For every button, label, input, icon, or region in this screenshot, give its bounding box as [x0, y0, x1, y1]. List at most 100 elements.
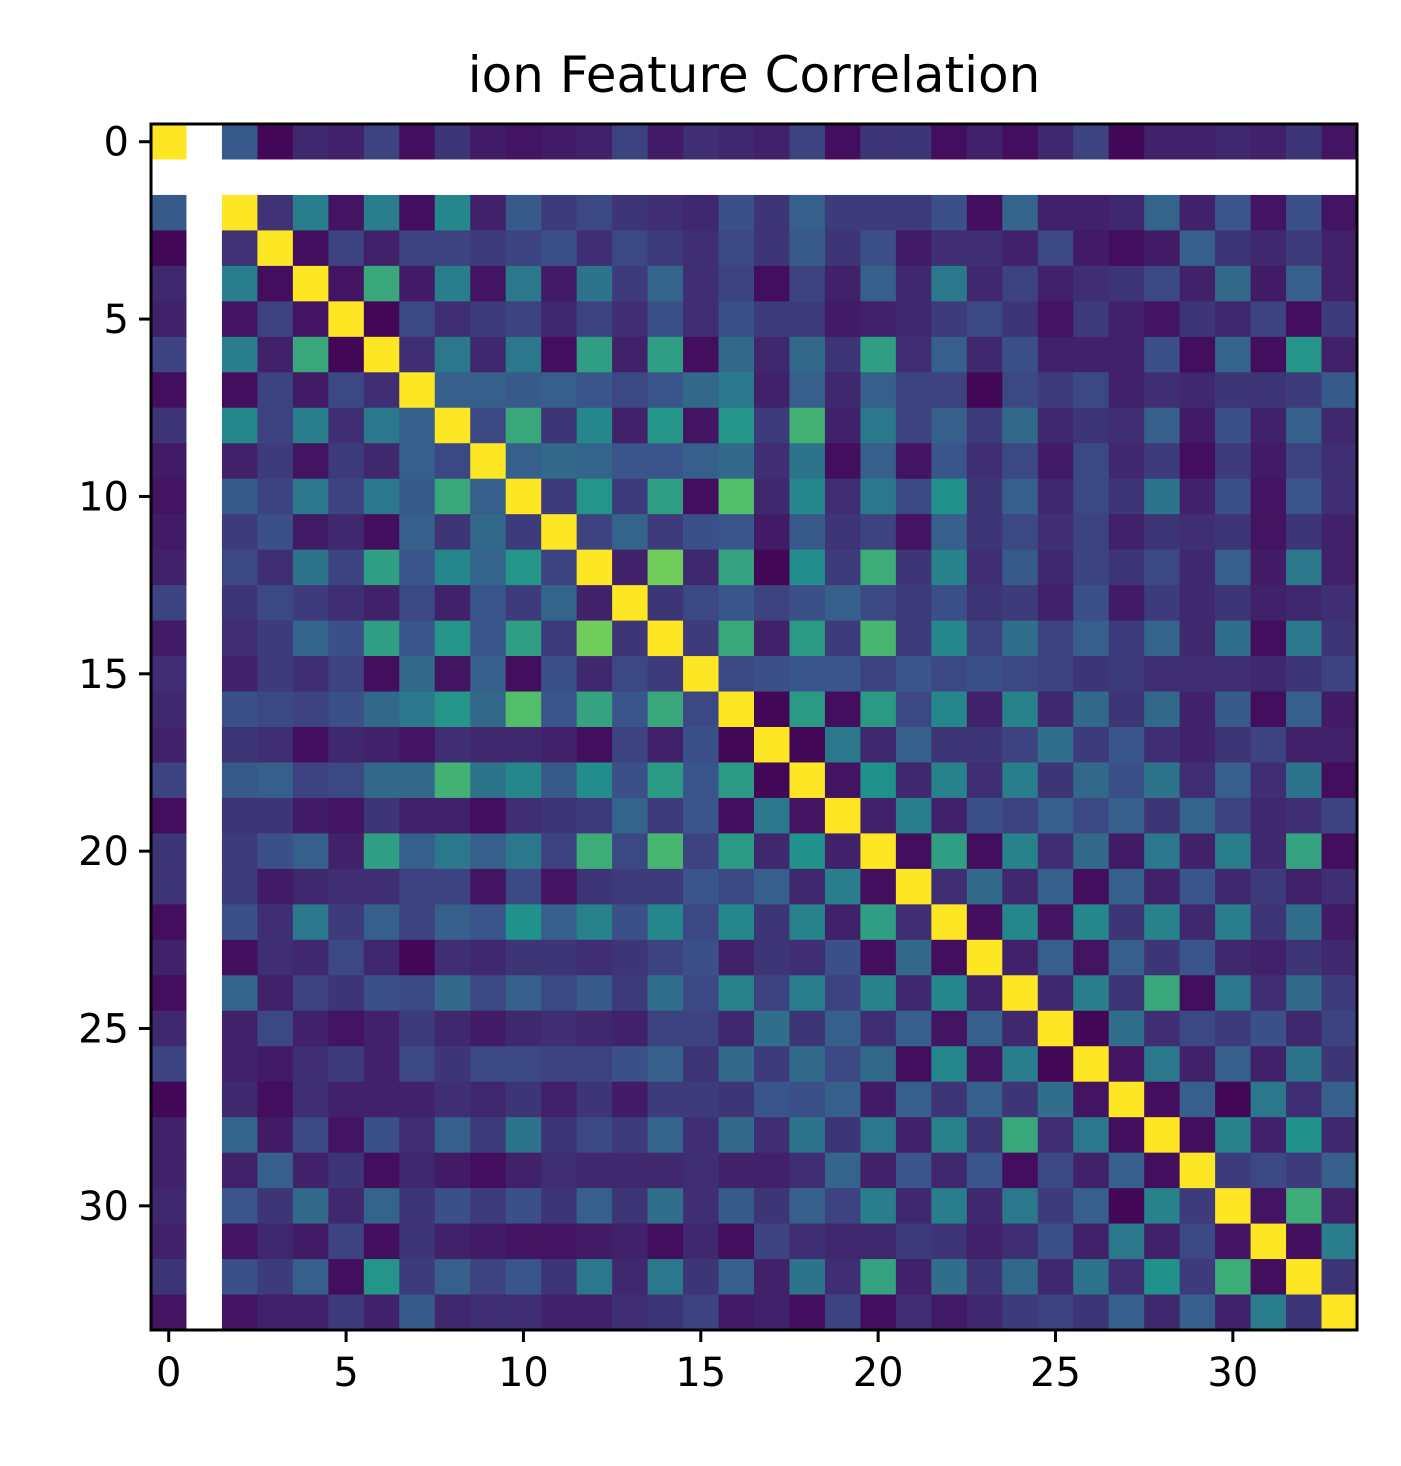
heatmap-cell: [1179, 1294, 1216, 1331]
heatmap-cell: [292, 1081, 329, 1118]
heatmap-cell: [151, 1117, 188, 1154]
heatmap-cell: [292, 514, 329, 551]
heatmap-cell: [292, 372, 329, 409]
heatmap-cell: [612, 868, 649, 905]
heatmap-cell: [221, 1081, 259, 1118]
heatmap-cell: [1286, 975, 1323, 1012]
heatmap-cell: [789, 656, 826, 693]
heatmap-cell: [1179, 797, 1216, 835]
heatmap-cell: [789, 904, 826, 941]
heatmap-cell: [789, 1046, 826, 1083]
heatmap-cell: [1037, 1259, 1074, 1296]
heatmap-cell: [1073, 1223, 1110, 1260]
heatmap-cell: [399, 620, 436, 657]
heatmap-cell: [1002, 939, 1039, 976]
heatmap-cell: [860, 1223, 897, 1260]
heatmap-cell: [895, 159, 932, 196]
heatmap-cell: [1179, 762, 1216, 799]
heatmap-cell: [470, 1223, 507, 1260]
heatmap-cell: [221, 230, 259, 267]
heatmap-cell: [1108, 1081, 1145, 1118]
heatmap-cell: [647, 1188, 684, 1225]
heatmap-cell: [612, 336, 649, 373]
heatmap-cell: [1144, 833, 1181, 870]
heatmap-cell: [399, 443, 436, 480]
heatmap-cell: [541, 585, 578, 622]
heatmap-cell: [221, 762, 259, 799]
heatmap-cell: [966, 1223, 1003, 1260]
heatmap-cell: [221, 691, 259, 728]
heatmap-cell: [1286, 1117, 1323, 1154]
heatmap-cell: [718, 585, 755, 622]
heatmap-cell: [541, 407, 578, 444]
heatmap-cell: [1215, 727, 1252, 764]
heatmap-cell: [186, 939, 223, 976]
heatmap-cell: [1286, 868, 1323, 905]
heatmap-cell: [363, 301, 400, 338]
heatmap-cell: [363, 868, 400, 905]
heatmap-cell: [151, 407, 188, 444]
heatmap-cell: [612, 1294, 649, 1331]
heatmap-cell: [1250, 939, 1287, 976]
heatmap-cell: [1108, 620, 1145, 657]
heatmap-cell: [1108, 514, 1145, 551]
heatmap-cell: [186, 124, 223, 161]
heatmap-cell: [470, 691, 507, 728]
heatmap-cell: [683, 975, 720, 1012]
heatmap-cell: [151, 620, 188, 657]
heatmap-cell: [683, 159, 720, 196]
heatmap-cell: [1037, 868, 1074, 905]
heatmap-cell: [1002, 1294, 1039, 1331]
heatmap-cell: [931, 1046, 968, 1083]
heatmap-cell: [895, 549, 932, 586]
heatmap-cell: [754, 1117, 791, 1154]
heatmap-cell: [824, 797, 862, 835]
heatmap-cell: [1108, 478, 1145, 515]
heatmap-cell: [647, 727, 684, 764]
heatmap-cell: [1286, 159, 1323, 196]
heatmap-cell: [683, 1259, 720, 1296]
heatmap-cell: [683, 939, 720, 976]
heatmap-cell: [470, 336, 507, 373]
heatmap-cell: [363, 620, 400, 657]
heatmap-cell: [328, 1188, 365, 1225]
heatmap-cell: [754, 478, 791, 515]
heatmap-cell: [434, 1046, 471, 1083]
heatmap-cell: [292, 833, 329, 870]
heatmap-cell: [612, 1117, 649, 1154]
heatmap-cell: [647, 1152, 684, 1189]
heatmap-cell: [434, 585, 471, 622]
heatmap-cell: [576, 939, 613, 976]
heatmap-cell: [470, 443, 507, 480]
heatmap-cell: [1286, 1294, 1323, 1331]
heatmap-cell: [1144, 1294, 1181, 1331]
heatmap-cell: [1179, 549, 1216, 586]
heatmap-cell: [1215, 478, 1252, 515]
heatmap-cell: [221, 549, 259, 586]
heatmap-cell: [1073, 691, 1110, 728]
heatmap-cell: [363, 975, 400, 1012]
heatmap-cell: [895, 407, 932, 444]
heatmap-cell: [1179, 975, 1216, 1012]
heatmap-cell: [505, 762, 542, 799]
heatmap-cell: [1073, 1117, 1110, 1154]
heatmap-cell: [1002, 620, 1039, 657]
heatmap-cell: [683, 656, 720, 693]
heatmap-cell: [1037, 1223, 1074, 1260]
heatmap-cell: [612, 159, 649, 196]
heatmap-cell: [1179, 585, 1216, 622]
heatmap-cell: [895, 372, 932, 409]
heatmap-cell: [434, 833, 471, 870]
heatmap-cell: [505, 1294, 542, 1331]
heatmap-cell: [1108, 194, 1145, 232]
heatmap-cell: [1179, 904, 1216, 941]
heatmap-cell: [1037, 833, 1074, 870]
heatmap-cell: [931, 478, 968, 515]
heatmap-cell: [754, 1152, 791, 1189]
heatmap-cell: [683, 585, 720, 622]
heatmap-cell: [1144, 1188, 1181, 1225]
heatmap-cell: [612, 797, 649, 835]
heatmap-cell: [1321, 407, 1358, 444]
heatmap-cell: [292, 1010, 329, 1047]
heatmap-cell: [754, 868, 791, 905]
